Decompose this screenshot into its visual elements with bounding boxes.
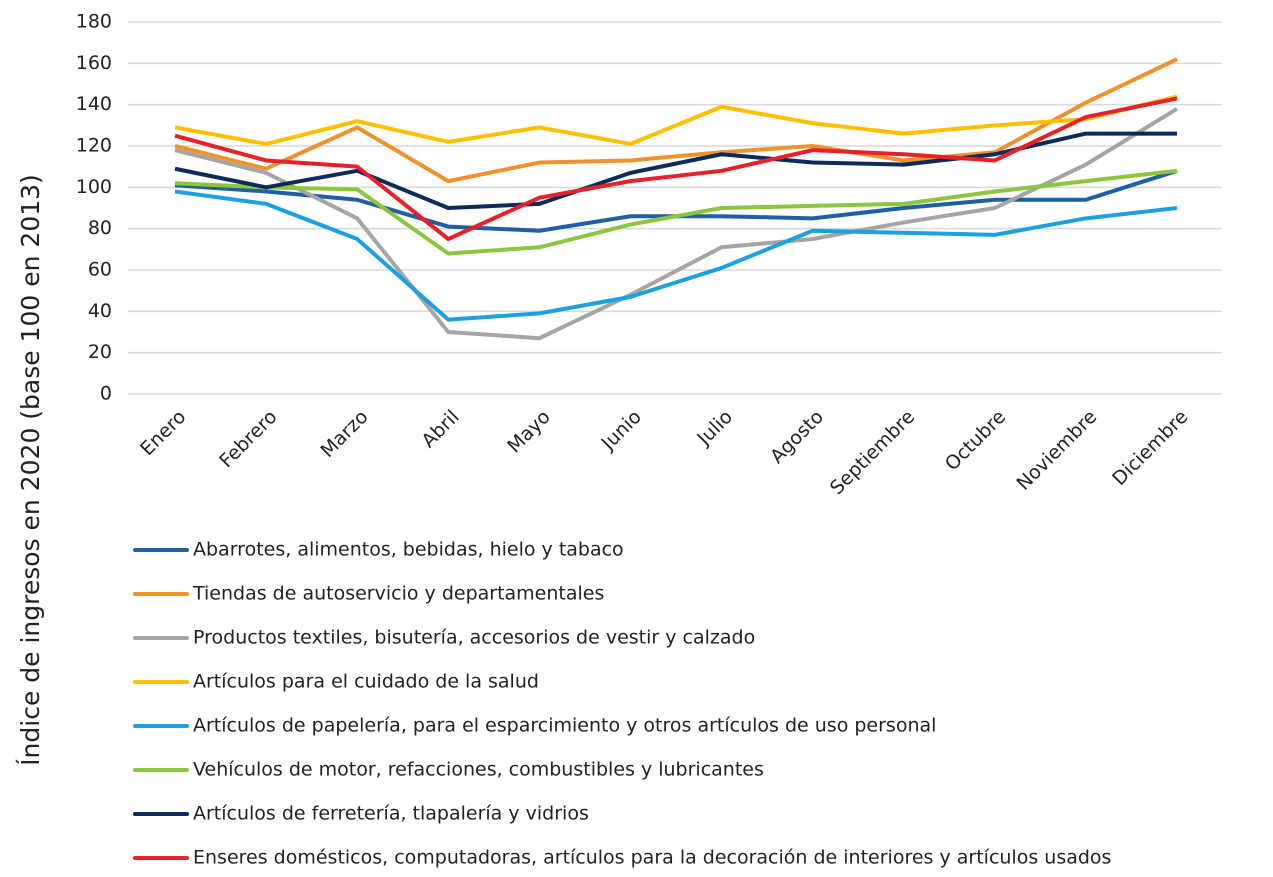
legend-label: Artículos para el cuidado de la salud	[193, 671, 539, 693]
y-tick-label: 0	[100, 383, 112, 405]
legend-label: Abarrotes, alimentos, bebidas, hielo y t…	[193, 539, 624, 561]
y-tick-label: 20	[88, 341, 112, 363]
x-tick-label: Mayo	[503, 406, 555, 458]
series-line	[174, 168, 1178, 256]
x-tick-label: Julio	[693, 406, 737, 450]
x-tick-label: Marzo	[316, 406, 372, 462]
y-tick-label: 100	[76, 176, 112, 198]
x-tick-label: Enero	[136, 406, 190, 460]
x-tick-label: Agosto	[766, 406, 828, 468]
legend-label: Tiendas de autoservicio y departamentale…	[192, 583, 604, 605]
legend-label: Productos textiles, bisutería, accesorio…	[193, 627, 755, 649]
x-tick-label: Junio	[597, 406, 646, 455]
series-line	[174, 96, 1178, 241]
y-tick-label: 160	[76, 52, 112, 74]
y-tick-label: 120	[76, 135, 112, 157]
series-line	[174, 107, 1179, 341]
x-tick-label: Octubre	[941, 406, 1010, 475]
y-tick-label: 40	[88, 300, 112, 322]
series-line	[174, 57, 1178, 184]
series-line	[174, 189, 1178, 322]
x-tick-label: Noviembre	[1012, 406, 1101, 495]
y-tick-label: 60	[88, 259, 112, 281]
legend-label: Artículos de ferretería, tlapalería y vi…	[193, 803, 589, 825]
x-tick-label: Diciembre	[1108, 406, 1192, 490]
legend-label: Artículos de papelería, para el esparcim…	[193, 715, 936, 737]
y-tick-label: 80	[88, 217, 112, 239]
y-axis-label: Índice de ingresos en 2020 (base 100 en …	[16, 174, 45, 766]
legend-label: Enseres domésticos, computadoras, artícu…	[193, 847, 1111, 869]
y-tick-label: 140	[76, 93, 112, 115]
legend-label: Vehículos de motor, refacciones, combust…	[193, 759, 764, 781]
x-tick-label: Febrero	[215, 406, 281, 472]
x-tick-label: Abril	[417, 406, 463, 452]
y-tick-label: 180	[76, 11, 112, 33]
x-tick-label: Septiembre	[826, 406, 919, 499]
series-line	[174, 131, 1177, 210]
series-line	[174, 94, 1178, 146]
